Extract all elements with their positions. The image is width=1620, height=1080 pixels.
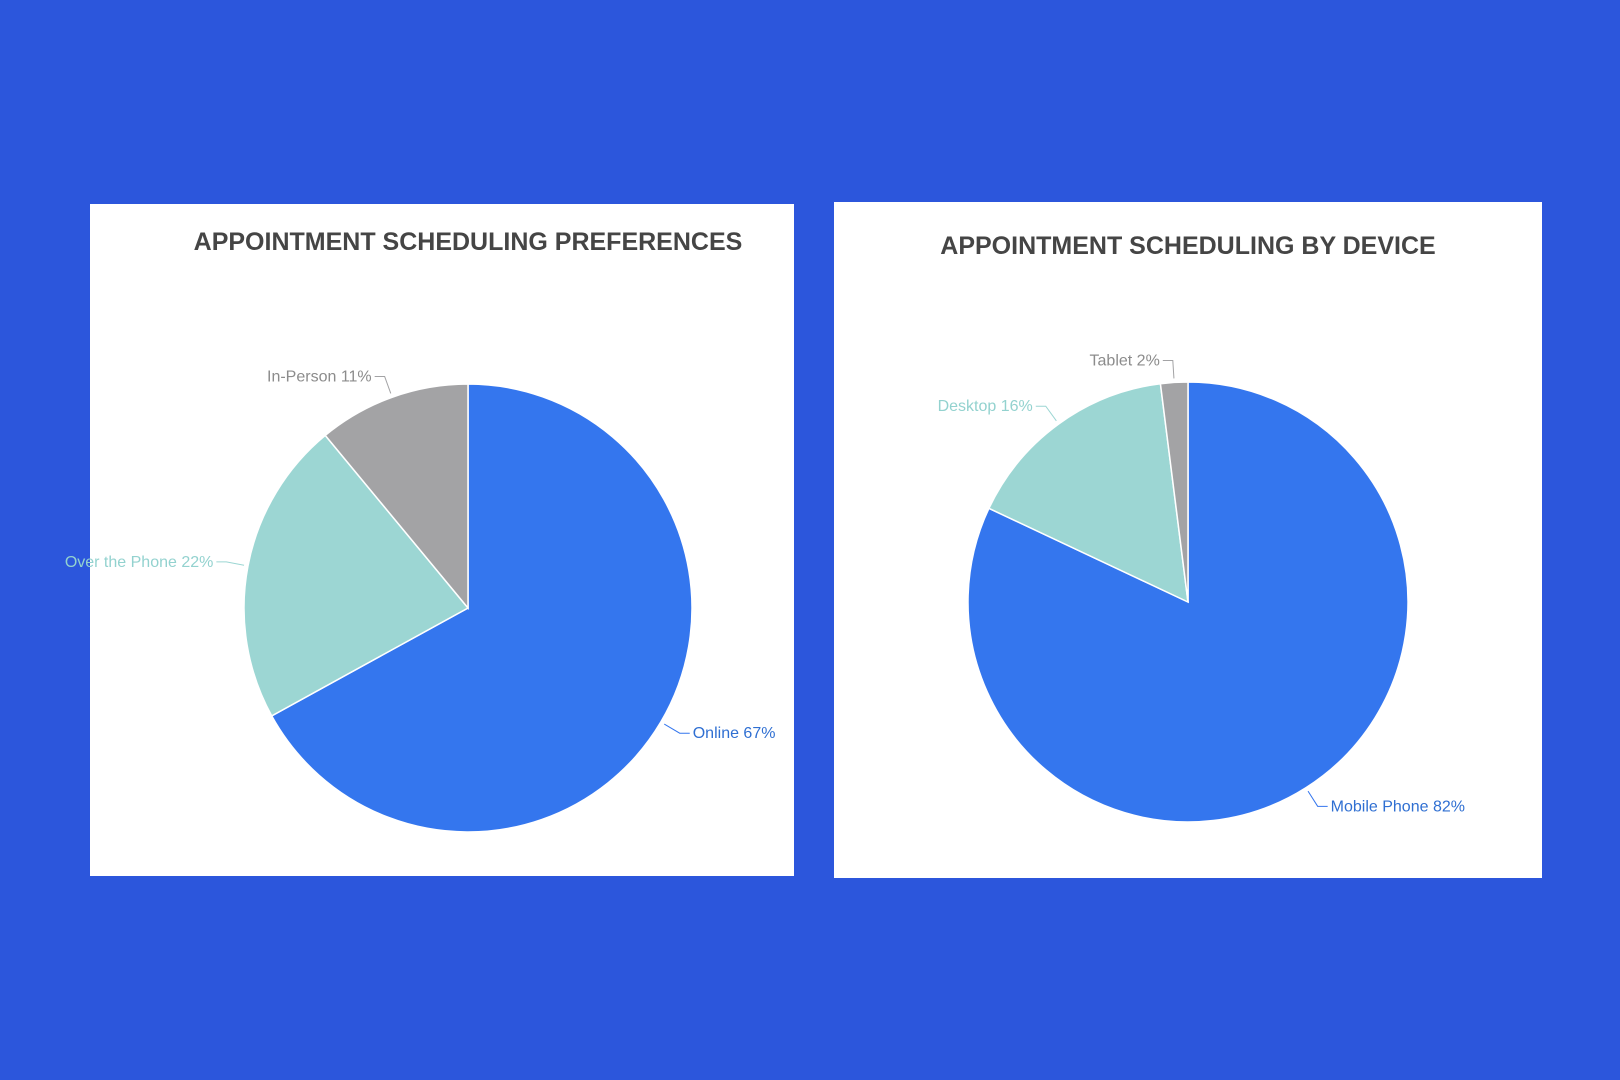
slice-label-online: Online 67%: [693, 725, 776, 742]
pie-chart-preferences: Online 67% Over the Phone 22% In-Person 11…: [65, 369, 776, 833]
leader-line-online: [663, 723, 690, 734]
pie-chart-device: Mobile Phone 82% Desktop 16% Tablet 2%: [938, 352, 1465, 823]
chart-panel-device: APPOINTMENT SCHEDULING BY DEVICE Mobile …: [834, 202, 1542, 878]
leader-line-mobile-phone: [1307, 790, 1328, 807]
leader-line-in-person: [374, 376, 392, 394]
chart-title: APPOINTMENT SCHEDULING BY DEVICE: [940, 232, 1436, 260]
pie-slice-tablet: [1159, 381, 1189, 603]
leader-line-desktop: [1035, 405, 1057, 422]
slice-label-desktop: Desktop 16%: [938, 398, 1033, 415]
slice-label-tablet: Tablet 2%: [1090, 352, 1160, 369]
slice-label-in-person: In-Person 11%: [267, 369, 372, 386]
slice-label-over-the-phone: Over the Phone 22%: [65, 554, 214, 571]
pie-slice-online: [270, 383, 693, 833]
pie-slice-in-person: [324, 383, 469, 611]
chart-panel-preferences: APPOINTMENT SCHEDULING PREFERENCES Onlin…: [65, 204, 794, 876]
pie-slice-desktop: [987, 382, 1189, 604]
leader-line-over-the-phone: [216, 561, 245, 566]
pie-slice-over-the-phone: [243, 434, 470, 717]
slice-label-mobile-phone: Mobile Phone 82%: [1331, 798, 1465, 815]
chart-title: APPOINTMENT SCHEDULING PREFERENCES: [193, 228, 743, 256]
leader-line-tablet: [1162, 359, 1175, 379]
